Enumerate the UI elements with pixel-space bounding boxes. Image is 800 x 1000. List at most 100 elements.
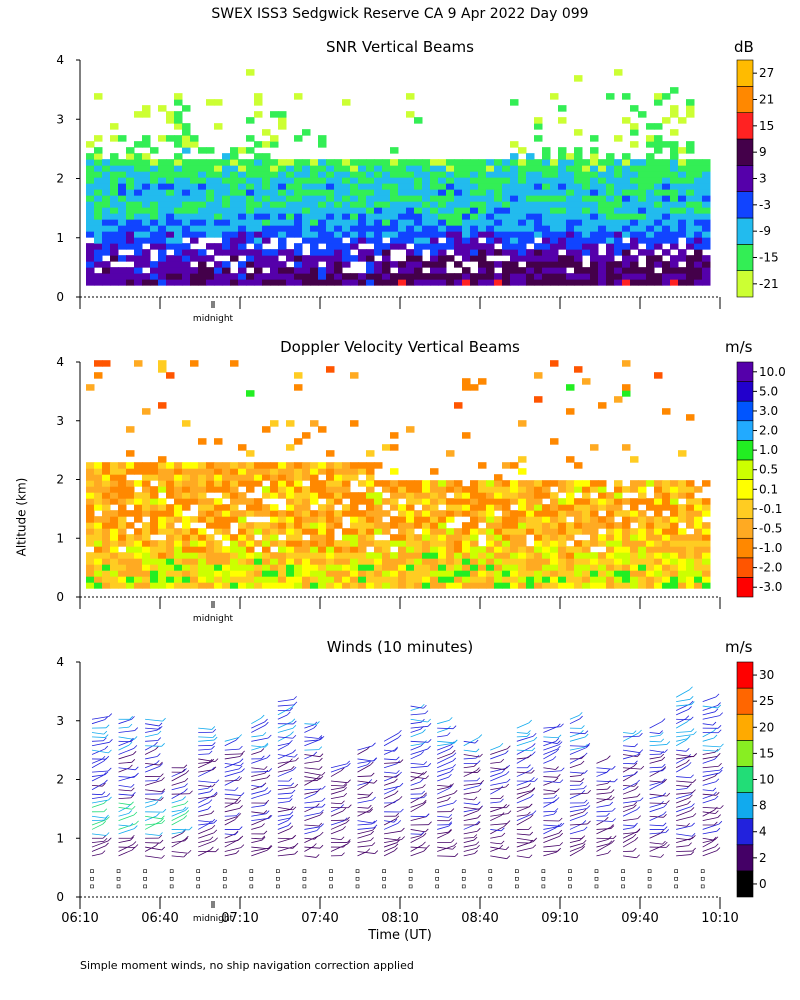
snr-cell	[158, 105, 167, 112]
wind-barb-flag	[527, 754, 532, 758]
snr-cell	[254, 267, 263, 274]
wind-barb	[543, 726, 558, 733]
wind-barb	[357, 810, 370, 817]
wind-barb	[91, 749, 109, 754]
wind-barb-flag	[263, 830, 268, 835]
snr-cell	[630, 279, 639, 286]
snr-cell	[590, 171, 599, 178]
snr-cell	[286, 213, 295, 220]
wind-barb-flag	[447, 796, 451, 801]
doppler-cell	[566, 552, 575, 559]
wind-barb	[118, 718, 132, 725]
doppler-cell	[414, 510, 423, 517]
wind-barb-flag	[528, 826, 532, 830]
doppler-cell	[398, 522, 407, 529]
doppler-cell	[118, 552, 127, 559]
snr-cell	[630, 105, 639, 112]
wind-barb-flag	[692, 847, 696, 852]
wind-barb-flag	[291, 789, 296, 794]
doppler-cell	[670, 546, 679, 553]
doppler-cell	[390, 504, 399, 511]
snr-cell	[486, 237, 495, 244]
doppler-cell	[190, 570, 199, 577]
snr-cell	[286, 159, 295, 166]
wind-barb	[91, 845, 106, 852]
wind-barb-flag	[263, 802, 268, 806]
doppler-cell	[686, 576, 695, 583]
snr-cell	[382, 165, 391, 172]
wind-barb	[702, 772, 720, 777]
snr-cell	[422, 177, 431, 184]
doppler-cell	[422, 498, 431, 505]
snr-cell	[614, 225, 623, 232]
doppler-cell	[246, 462, 255, 469]
doppler-cell	[550, 540, 559, 547]
wind-barb-flag	[421, 703, 425, 708]
snr-cell	[382, 213, 391, 220]
wind-barb-flag	[531, 776, 535, 781]
wind-barb-flag	[475, 748, 480, 753]
colorbar-label: -15	[759, 251, 779, 265]
snr-cell	[510, 213, 519, 220]
doppler-cell	[262, 564, 271, 571]
doppler-cell	[318, 576, 327, 583]
doppler-cell	[694, 564, 703, 571]
snr-cell	[494, 165, 503, 172]
wind-barb	[463, 785, 480, 791]
doppler-cell	[574, 498, 583, 505]
wind-barb-flag	[717, 702, 721, 706]
doppler-cell	[542, 492, 551, 499]
wind-barb	[277, 825, 289, 830]
snr-cell	[142, 177, 151, 184]
wind-barb-flag	[104, 745, 109, 750]
wind-barb	[702, 769, 721, 773]
doppler-cell	[358, 522, 367, 529]
snr-cell	[86, 267, 95, 274]
doppler-cell	[262, 504, 271, 511]
snr-cell	[254, 237, 263, 244]
wind-barb-flag	[265, 721, 269, 726]
wind-barb	[463, 810, 479, 817]
snr-cell	[670, 87, 679, 94]
wind-barb-flag	[420, 778, 424, 783]
doppler-cell	[318, 540, 327, 547]
wind-barb-flag	[108, 837, 112, 842]
snr-cell	[190, 279, 199, 286]
x-tick-label: 06:10	[61, 911, 98, 926]
snr-cell	[86, 159, 95, 166]
snr-cell	[462, 231, 471, 238]
doppler-cell	[454, 558, 463, 565]
doppler-cell	[238, 510, 247, 517]
doppler-cell	[542, 540, 551, 547]
doppler-cell	[406, 528, 415, 535]
wind-barb	[702, 755, 718, 760]
doppler-cell	[198, 540, 207, 547]
snr-cell	[310, 177, 319, 184]
snr-cell	[590, 219, 599, 226]
snr-cell	[486, 273, 495, 280]
snr-cell	[606, 177, 615, 184]
snr-cell	[334, 213, 343, 220]
doppler-cell	[686, 498, 695, 505]
doppler-cell	[702, 570, 711, 577]
doppler-cell	[134, 462, 143, 469]
wind-barb	[330, 843, 348, 852]
snr-cell	[102, 273, 111, 280]
snr-cell	[574, 267, 583, 274]
wind-barb-flag	[527, 730, 531, 734]
doppler-cell	[134, 534, 143, 541]
colorbar-swatch	[736, 577, 754, 598]
snr-cell	[558, 183, 567, 190]
doppler-cell	[662, 408, 671, 415]
wind-barb	[596, 783, 608, 786]
wind-barb-flag	[634, 822, 638, 827]
snr-cell	[446, 255, 455, 262]
wind-profile-06:40	[169, 764, 193, 889]
wind-barb	[145, 723, 160, 727]
snr-cell	[198, 195, 207, 202]
wind-barb-flag	[422, 832, 427, 837]
doppler-cell	[390, 558, 399, 565]
doppler-cell	[270, 522, 279, 529]
wind-barb	[702, 737, 715, 742]
doppler-cell	[614, 396, 623, 403]
